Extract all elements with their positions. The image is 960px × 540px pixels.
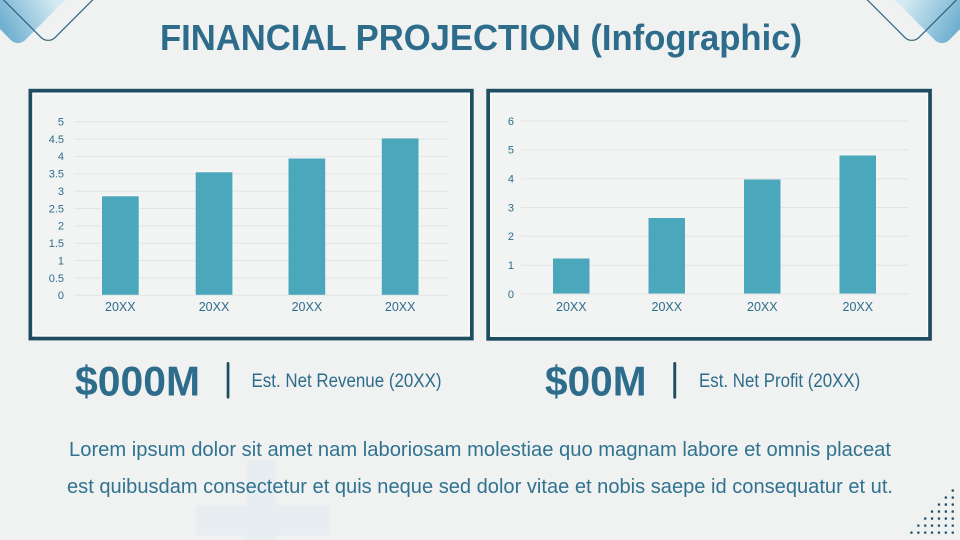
svg-text:0: 0 — [58, 290, 64, 302]
svg-text:20XX: 20XX — [652, 300, 683, 314]
svg-text:4.5: 4.5 — [49, 134, 64, 146]
svg-text:4: 4 — [508, 174, 514, 186]
svg-text:0: 0 — [508, 289, 514, 301]
svg-text:2.5: 2.5 — [49, 203, 64, 215]
svg-text:3.5: 3.5 — [49, 169, 64, 181]
svg-text:5: 5 — [58, 117, 64, 129]
svg-text:2: 2 — [508, 231, 514, 243]
svg-text:20XX: 20XX — [292, 300, 323, 314]
svg-text:6: 6 — [508, 116, 514, 128]
svg-text:1.5: 1.5 — [49, 238, 64, 250]
svg-text:Lorem ipsum dolor sit amet nam: Lorem ipsum dolor sit amet nam laboriosa… — [69, 439, 891, 461]
svg-text:20XX: 20XX — [556, 300, 587, 314]
svg-text:4: 4 — [58, 151, 64, 163]
svg-text:20XX: 20XX — [843, 300, 874, 314]
svg-text:$00M: $00M — [545, 358, 647, 405]
svg-text:20XX: 20XX — [385, 300, 416, 314]
svg-text:20XX: 20XX — [199, 300, 230, 314]
svg-text:2: 2 — [58, 221, 64, 233]
svg-text:Est. Net Revenue (20XX): Est. Net Revenue (20XX) — [252, 371, 442, 392]
svg-text:3: 3 — [508, 202, 514, 214]
svg-text:0.5: 0.5 — [49, 273, 64, 285]
svg-text:1: 1 — [508, 260, 514, 272]
svg-text:$000M: $000M — [75, 358, 200, 405]
svg-text:5: 5 — [508, 145, 514, 157]
svg-text:Est. Net Profit (20XX): Est. Net Profit (20XX) — [699, 371, 860, 392]
svg-text:20XX: 20XX — [747, 300, 778, 314]
svg-text:3: 3 — [58, 186, 64, 198]
svg-text:FINANCIAL PROJECTION (Infograp: FINANCIAL PROJECTION (Infographic) — [160, 17, 802, 58]
svg-text:1: 1 — [58, 255, 64, 267]
svg-text:20XX: 20XX — [105, 300, 136, 314]
svg-text:est quibusdam consectetur et q: est quibusdam consectetur et quis neque … — [67, 476, 893, 498]
